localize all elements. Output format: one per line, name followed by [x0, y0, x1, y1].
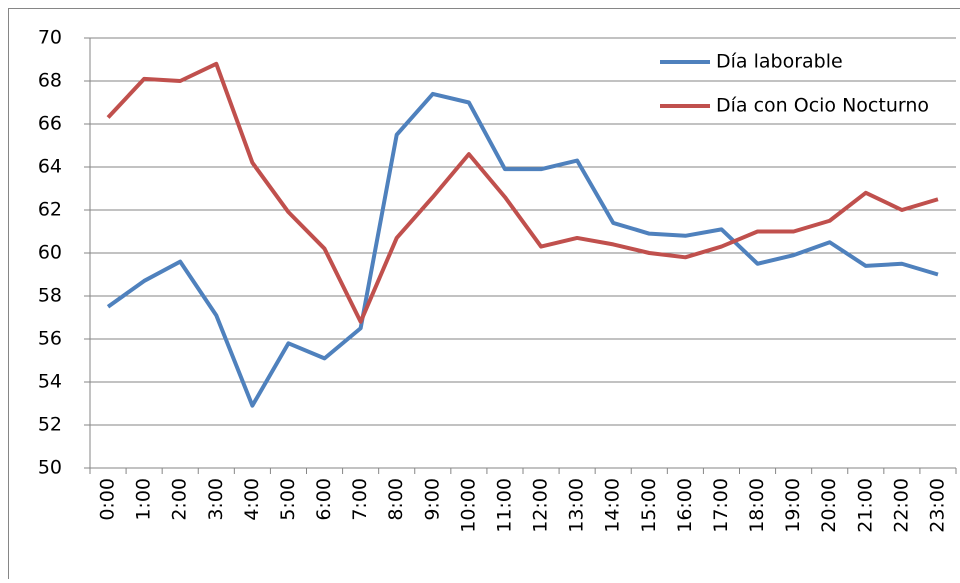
x-tick-label: 16:00	[674, 478, 696, 533]
x-tick-label: 7:00	[349, 478, 371, 521]
x-tick-label: 18:00	[746, 478, 768, 533]
x-tick-label: 10:00	[457, 478, 479, 533]
y-tick-label: 58	[38, 285, 62, 307]
x-tick-label: 0:00	[97, 478, 119, 521]
y-tick-label: 70	[38, 27, 62, 49]
x-tick-label: 23:00	[926, 478, 948, 533]
x-tick-label: 15:00	[638, 478, 660, 533]
x-tick-label: 20:00	[818, 478, 840, 533]
x-tick-label: 9:00	[421, 478, 443, 521]
legend-label: Día laborable	[716, 51, 843, 73]
x-tick-label: 5:00	[277, 478, 299, 521]
x-tick-label: 21:00	[854, 478, 876, 533]
y-tick-label: 60	[38, 242, 62, 264]
x-tick-label: 6:00	[313, 478, 335, 521]
legend-label: Día con Ocio Nocturno	[716, 95, 929, 117]
x-tick-label: 14:00	[602, 478, 624, 533]
x-tick-label: 3:00	[205, 478, 227, 521]
x-tick-label: 2:00	[169, 478, 191, 521]
y-tick-label: 66	[38, 113, 62, 135]
x-tick-label: 11:00	[493, 478, 515, 533]
y-tick-label: 64	[38, 156, 62, 178]
y-tick-label: 54	[38, 371, 62, 393]
y-tick-label: 50	[38, 457, 62, 479]
y-tick-label: 52	[38, 414, 62, 436]
y-tick-label: 68	[38, 70, 62, 92]
x-tick-label: 22:00	[890, 478, 912, 533]
x-tick-label: 4:00	[241, 478, 263, 521]
x-tick-label: 17:00	[710, 478, 732, 533]
x-tick-label: 1:00	[133, 478, 155, 521]
y-tick-label: 62	[38, 199, 62, 221]
x-tick-label: 12:00	[530, 478, 552, 533]
y-tick-label: 56	[38, 328, 62, 350]
x-tick-label: 19:00	[782, 478, 804, 533]
x-tick-label: 8:00	[385, 478, 407, 521]
x-tick-label: 13:00	[566, 478, 588, 533]
